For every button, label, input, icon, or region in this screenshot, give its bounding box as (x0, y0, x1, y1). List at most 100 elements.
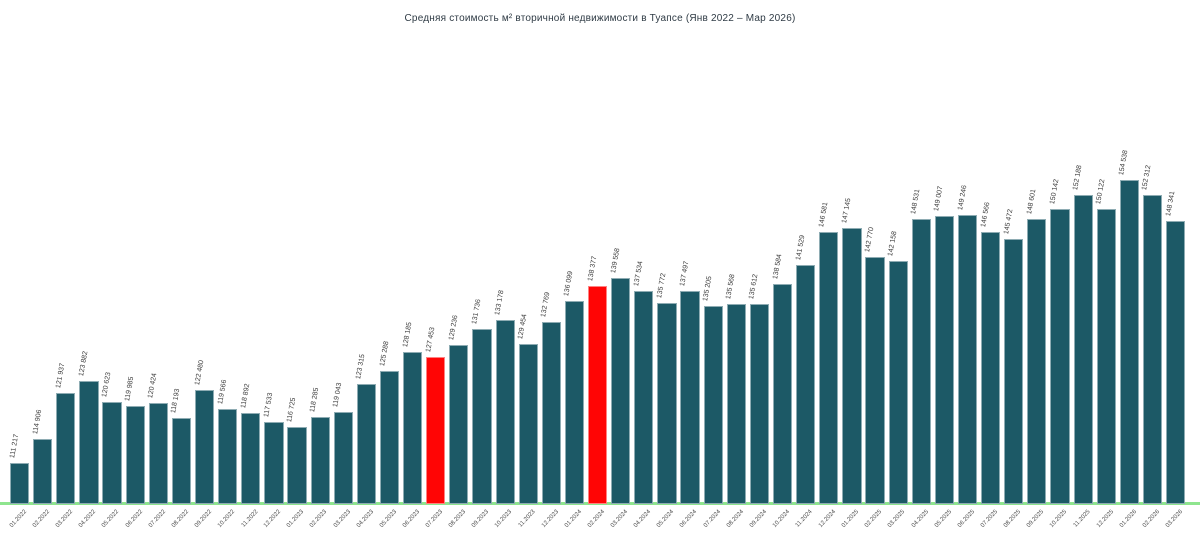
bar-value-label: 148 601 (1025, 188, 1038, 215)
x-tick-label: 02.2023 (309, 509, 329, 529)
x-tick-label: 08.2023 (448, 509, 468, 529)
bar-06-2022 (125, 405, 145, 504)
bar-value-label: 149 246 (956, 184, 968, 211)
bar-value-label: 117 533 (263, 392, 275, 418)
bar-value-label: 146 581 (817, 201, 830, 228)
x-tick-label: 01.2024 (563, 509, 583, 529)
x-tick-label: 09.2022 (193, 509, 213, 529)
bar-value-label: 133 178 (494, 289, 506, 316)
bar-09-2022 (194, 389, 215, 504)
x-tick-label: 08.2025 (1002, 509, 1023, 529)
bar-09-2023 (472, 329, 492, 504)
bar-07-2023 (426, 357, 446, 504)
bar-07-2024 (703, 306, 723, 504)
x-tick-label: 03.2025 (887, 509, 907, 529)
x-tick-label: 12.2024 (818, 509, 838, 529)
bar-value-label: 132 769 (540, 292, 552, 319)
x-tick-label: 10.2025 (1049, 509, 1069, 529)
bar-02-2024 (588, 285, 608, 504)
bar-value-label: 114 906 (31, 409, 44, 436)
bar-04-2022 (79, 380, 99, 504)
x-tick-label: 10.2023 (494, 509, 514, 529)
x-tick-label: 01.2022 (8, 509, 28, 529)
bar-11-2022 (241, 413, 261, 504)
x-tick-label: 10.2024 (771, 509, 791, 529)
x-tick-label: 11.2024 (795, 509, 815, 529)
x-tick-label: 02.2026 (1141, 509, 1161, 529)
bar-05-2025 (934, 216, 954, 504)
bar-value-label: 152 188 (1072, 165, 1084, 192)
x-tick-label: 12.2025 (1095, 509, 1115, 529)
bar-02-2023 (310, 417, 330, 504)
bar-value-label: 119 985 (124, 376, 136, 402)
bar-06-2024 (680, 291, 700, 504)
bar-12-2025 (1096, 208, 1116, 504)
bar-02-2026 (1142, 194, 1163, 504)
bar-value-label: 128 185 (401, 322, 414, 349)
x-tick-label: 09.2025 (1026, 509, 1046, 529)
bar-value-label: 125 288 (378, 340, 390, 368)
chart-title: Средняя стоимость м² вторичной недвижимо… (404, 13, 796, 24)
bar-03-2023 (333, 412, 353, 504)
bar-06-2025 (957, 214, 978, 504)
bar-04-2023 (356, 384, 376, 504)
x-tick-label: 05.2025 (933, 509, 953, 529)
bar-01-2026 (1119, 180, 1139, 504)
bar-11-2023 (518, 344, 538, 504)
bar-value-label: 138 377 (586, 255, 599, 282)
x-tick-label: 08.2022 (170, 509, 190, 529)
bar-03-2022 (56, 393, 76, 504)
bar-value-label: 138 584 (771, 254, 783, 281)
x-tick-label: 03.2026 (1164, 509, 1184, 529)
bar-value-label: 149 007 (933, 185, 945, 212)
x-tick-label: 03.2024 (609, 509, 630, 529)
x-tick-label: 06.2023 (401, 509, 422, 529)
bar-value-label: 135 205 (702, 276, 714, 303)
bar-value-label: 127 453 (424, 326, 437, 353)
bar-04-2024 (634, 291, 654, 504)
bar-value-label: 135 612 (748, 273, 760, 300)
bar-value-label: 129 454 (517, 313, 529, 340)
bar-value-label: 142 158 (887, 230, 899, 257)
bar-value-label: 131 736 (471, 298, 483, 325)
bar-05-2022 (102, 401, 122, 504)
bar-value-label: 129 236 (447, 315, 460, 342)
bar-value-label: 123 315 (355, 353, 367, 381)
x-tick-label: 01.2025 (841, 509, 861, 529)
bar-01-2025 (842, 228, 862, 504)
bar-11-2024 (796, 265, 816, 504)
bar-01-2024 (564, 300, 585, 504)
x-tick-label: 04.2025 (910, 509, 930, 529)
bar-value-label: 148 341 (1164, 190, 1177, 217)
x-tick-label: 04.2022 (78, 509, 98, 529)
bar-10-2022 (218, 408, 238, 504)
bar-10-2025 (1050, 208, 1070, 504)
bar-09-2025 (1027, 218, 1047, 504)
bar-value-label: 146 566 (979, 201, 992, 228)
bar-01-2022 (10, 463, 30, 504)
bar-08-2023 (449, 345, 469, 504)
bar-05-2023 (379, 371, 400, 504)
x-tick-label: 10.2022 (216, 509, 237, 529)
bar-value-label: 137 497 (679, 261, 691, 288)
x-tick-label: 05.2024 (656, 509, 676, 529)
x-tick-label: 02.2025 (864, 509, 884, 529)
x-tick-label: 07.2024 (702, 509, 722, 529)
bar-02-2022 (33, 439, 53, 504)
bar-value-label: 116 725 (286, 397, 298, 424)
x-tick-label: 03.2023 (332, 509, 352, 529)
bar-10-2023 (495, 319, 515, 504)
bar-value-label: 135 568 (725, 273, 737, 300)
bar-value-label: 119 566 (216, 378, 228, 405)
bar-value-label: 120 424 (147, 372, 159, 399)
x-tick-label: 11.2023 (517, 509, 537, 529)
bar-value-label: 145 472 (1002, 208, 1015, 236)
x-tick-label: 09.2024 (748, 509, 768, 529)
bar-03-2024 (611, 277, 631, 504)
bar-12-2023 (541, 322, 561, 504)
bar-value-label: 135 772 (656, 272, 668, 299)
bar-value-label: 118 892 (239, 383, 252, 409)
x-tick-label: 03.2022 (55, 509, 75, 529)
